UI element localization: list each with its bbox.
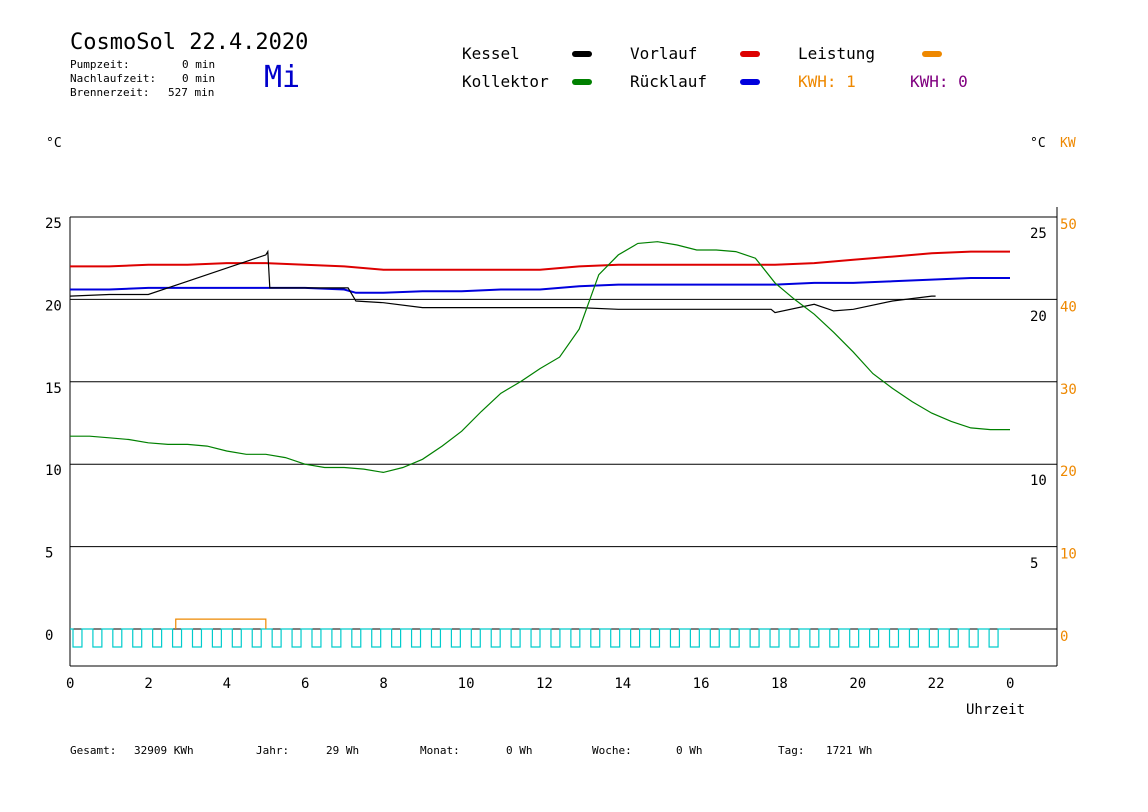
- footer-jahr-label: Jahr:: [256, 744, 290, 757]
- footer-gesamt-label: Gesamt:: [70, 744, 117, 757]
- x-tick-label: 2: [144, 676, 152, 692]
- nachlaufzeit-label: Nachlaufzeit:: [70, 72, 157, 85]
- right-tick-label-kw: 40: [1060, 299, 1077, 315]
- x-tick-label: 8: [379, 676, 387, 692]
- left-tick-label: 5: [45, 546, 53, 562]
- x-tick-label: 6: [301, 676, 309, 692]
- legend-vorlauf-swatch: [740, 51, 760, 57]
- right-axis-unit: °C: [1030, 136, 1046, 151]
- x-axis-label: Uhrzeit: [966, 702, 1026, 718]
- right-tick-label-kw: 10: [1060, 547, 1077, 563]
- left-axis-unit: °C: [46, 136, 62, 151]
- pump-cycles-line: [70, 628, 1010, 648]
- x-tick-label: 0: [1006, 676, 1014, 692]
- x-tick-label: 16: [693, 676, 710, 692]
- x-tick-label: 10: [458, 676, 475, 692]
- right-tick-label-c: 20: [1030, 309, 1047, 325]
- legend-kwh-1: KWH: 1: [798, 72, 856, 91]
- footer-woche-label: Woche:: [592, 744, 632, 757]
- right-tick-label-c: 10: [1030, 473, 1047, 489]
- brennerzeit-label: Brennerzeit:: [70, 86, 150, 99]
- pumpzeit-value: 0 min: [182, 58, 216, 71]
- footer-tag-label: Tag:: [778, 744, 805, 757]
- pumpzeit-label: Pumpzeit:: [70, 58, 130, 71]
- legend-leistung-swatch: [922, 51, 942, 57]
- series-line-kollektor: [70, 241, 1010, 474]
- left-tick-label: 15: [45, 381, 62, 397]
- x-tick-label: 20: [849, 676, 866, 692]
- legend-leistung: Leistung: [798, 44, 876, 63]
- x-tick-label: 22: [928, 676, 945, 692]
- chart-title: CosmoSol 22.4.2020: [70, 30, 309, 55]
- right-tick-label-kw: 50: [1060, 217, 1077, 233]
- right-tick-label-c: 25: [1030, 226, 1047, 242]
- footer-woche-value: 0 Wh: [676, 744, 703, 757]
- x-tick-label: 0: [66, 676, 74, 692]
- x-tick-label: 14: [614, 676, 631, 692]
- left-tick-label: 20: [45, 298, 62, 314]
- right-tick-label-kw: 0: [1060, 629, 1068, 645]
- series-line-vorlauf: [70, 250, 1010, 271]
- right-tick-label-c: 5: [1030, 556, 1038, 572]
- legend-kollektor-swatch: [572, 79, 592, 85]
- left-tick-label: 25: [45, 216, 62, 232]
- right-axis-unit-kw: KW: [1060, 136, 1076, 151]
- right-tick-label-kw: 20: [1060, 464, 1077, 480]
- series-line-leistung: [175, 618, 267, 629]
- left-tick-label: 10: [45, 463, 62, 479]
- x-tick-label: 4: [223, 676, 231, 692]
- legend-kessel: Kessel: [462, 44, 520, 63]
- weekday-label: Mi: [264, 60, 301, 95]
- right-tick-label-kw: 30: [1060, 382, 1077, 398]
- x-tick-label: 12: [536, 676, 553, 692]
- brennerzeit-value: 527 min: [168, 86, 215, 99]
- footer-jahr-value: 29 Wh: [326, 744, 360, 757]
- left-tick-label: 0: [45, 628, 53, 644]
- nachlaufzeit-value: 0 min: [182, 72, 216, 85]
- series-line-kessel: [69, 249, 936, 314]
- legend-kessel-swatch: [572, 51, 592, 57]
- footer-monat-value: 0 Wh: [506, 744, 533, 757]
- footer-gesamt-value: 32909 KWh: [134, 744, 194, 757]
- footer-tag-value: 1721 Wh: [826, 744, 873, 757]
- legend-kollektor: Kollektor: [462, 72, 549, 91]
- x-tick-label: 18: [771, 676, 788, 692]
- legend-ruecklauf: Rücklauf: [630, 72, 708, 91]
- footer-monat-label: Monat:: [420, 744, 460, 757]
- legend-ruecklauf-swatch: [740, 79, 760, 85]
- series-line-rücklauf: [70, 277, 1010, 294]
- legend-vorlauf: Vorlauf: [630, 44, 698, 63]
- legend-kwh-2: KWH: 0: [910, 72, 968, 91]
